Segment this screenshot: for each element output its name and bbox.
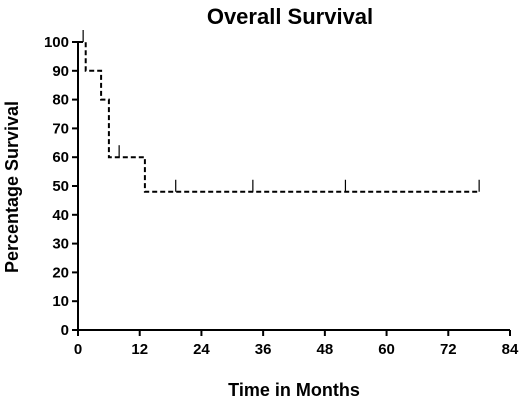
x-tick-label: 48 xyxy=(317,341,334,358)
series-group xyxy=(78,30,480,193)
x-tick-label: 0 xyxy=(74,341,82,358)
x-tick-label: 84 xyxy=(502,341,519,358)
y-tick-label: 60 xyxy=(52,149,69,166)
y-tick-label: 10 xyxy=(52,293,69,310)
ticks: 0 12 24 36 48 60 72 84 0 10 20 30 40 50 60 70 80 90 100 xyxy=(44,34,519,358)
y-tick-label: 40 xyxy=(52,207,69,224)
x-tick-label: 36 xyxy=(255,341,272,358)
survival-curve xyxy=(78,41,480,193)
y-tick-label: 30 xyxy=(52,236,69,253)
x-tick-label: 24 xyxy=(193,341,210,358)
y-axis-label: Percentage Survival xyxy=(2,101,22,273)
y-tick-label: 70 xyxy=(52,120,69,137)
x-tick-label: 60 xyxy=(378,341,395,358)
y-tick-label: 50 xyxy=(52,178,69,195)
x-tick-label: 12 xyxy=(131,341,148,358)
y-tick-label: 20 xyxy=(52,264,69,281)
y-tick-label: 100 xyxy=(44,34,69,51)
y-tick-label: 0 xyxy=(61,322,69,339)
axes xyxy=(77,42,510,331)
x-axis-label: Time in Months xyxy=(228,380,360,400)
y-tick-label: 80 xyxy=(52,92,69,109)
y-tick-label: 90 xyxy=(52,63,69,80)
chart-title: Overall Survival xyxy=(207,4,373,29)
x-tick-label: 72 xyxy=(440,341,457,358)
